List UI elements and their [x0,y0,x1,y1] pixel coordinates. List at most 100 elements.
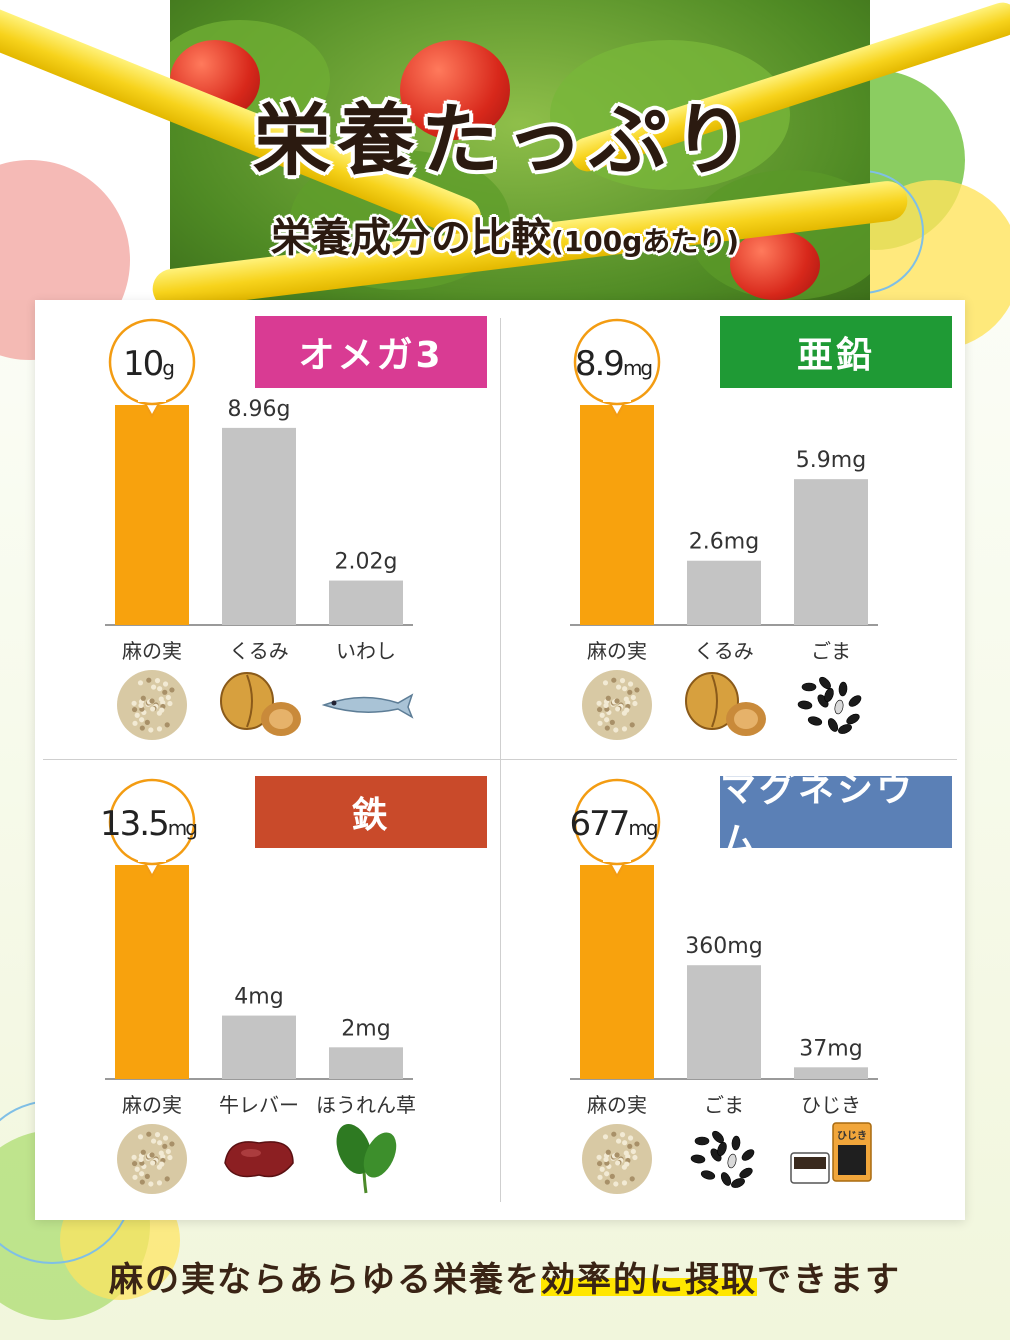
hemp-seed [615,1138,622,1144]
page-subtitle: 栄養成分の比較(100gあたり) [0,205,1010,263]
highlight-value-number: 10 [123,344,163,384]
sesame-seed [838,724,852,734]
highlight-value-unit: g [162,356,173,380]
highlight-value-unit: mg [623,356,651,380]
hemp-seed [621,710,627,716]
callout-pointer-mask [138,392,166,402]
hemp-seed [144,1173,150,1179]
hemp-seed [144,719,150,725]
hemp-seed [604,1171,610,1177]
hemp-seed [632,1154,638,1161]
walnut-seam [711,674,718,728]
chart-panel-iron: 13.5mg 麻の実 4mg 牛レバー 2mg ほうれん草 鉄 [35,760,500,1220]
hemp-seed [162,681,169,687]
hemp-seed [625,1154,631,1160]
hemp-seed [603,1156,609,1163]
hemp-seed [622,686,628,692]
hemp-seed [150,1160,156,1166]
highlight-bar [580,865,654,1079]
hemp-seed [134,1166,140,1172]
hemp-seed [131,706,138,713]
hemp-seed [140,695,146,701]
hemp-seed [605,695,611,701]
value-callout [108,778,196,866]
hemp-seed [140,1149,146,1155]
page-title: 栄養たっぷり [252,96,757,186]
hemp-seed [627,689,633,695]
sesame-seed [838,681,848,697]
sesame-seed [700,1170,716,1180]
value-callout [573,318,661,406]
highlight-value-label: 8.9mg [575,344,652,384]
spinach-leaf [336,1123,372,1175]
hemp-seed [131,1154,137,1160]
footer-text-end: できます [757,1260,901,1300]
hemp-seed [611,677,617,683]
highlight-bar [115,865,189,1079]
tomato [730,230,820,300]
hemp-seed [169,1141,175,1147]
hemp-seed [630,694,636,701]
sardine-icon [321,693,414,719]
hemp-seed [634,687,640,693]
bar-value-label: 37mg [799,1036,862,1061]
hemp-seed [596,700,602,706]
nutrient-badge-iron: 鉄 [255,776,487,848]
hemp-seed [605,1149,611,1155]
spinach-icon [336,1123,397,1194]
chart-panel-zinc: 8.9mg 麻の実 2.6mg くるみ 5.9mg ごま 亜鉛 [500,300,965,760]
category-label: 麻の実 [122,1093,182,1117]
highlight-value-label: 13.5mg [100,804,196,844]
hemp-seed [146,677,152,683]
callout-pointer-mask [138,852,166,862]
hemp-seed [613,1181,619,1187]
hemp-seed [615,706,621,712]
hemp-seed [139,1171,145,1177]
sesame-seed [717,1141,727,1157]
hemp-seed [599,1166,605,1172]
hemp-seed [169,687,175,693]
hemp-seed [597,720,603,726]
category-label: 麻の実 [587,1093,647,1117]
hemp-seeds-icon [117,670,187,740]
sesame-seed [807,716,823,726]
footer-message: 麻の実ならあらゆる栄養を効率的に摂取できます [0,1252,1010,1301]
category-label: くるみ [694,639,754,663]
hemp-seeds-icon [582,1124,652,1194]
hijiki-icon: ひじき [790,1122,872,1184]
hemp-seed [604,717,610,723]
hemp-seed [596,1160,603,1167]
sesame-seed [720,1172,732,1186]
hemp-seed [609,719,615,725]
bar-chart: 13.5mg 麻の実 4mg 牛レバー 2mg ほうれん草 [100,778,416,1194]
sesame-seed [824,687,834,703]
bar-value-label: 5.9mg [796,448,866,473]
highlight-value-number: 8.9 [575,344,623,384]
hemp-seed [156,726,163,732]
highlight-bar [580,405,654,625]
horizontal-divider [43,759,957,760]
hemp-seed [157,686,163,692]
nutrient-badge-magnesium: マグネシウム [720,769,952,862]
hemp-seed [138,702,144,709]
nutrient-badge-omega3: オメガ3 [255,316,487,388]
hemp-seed [634,1141,640,1147]
sesame-seed [827,718,839,732]
walnut-icon [685,672,766,736]
highlight-value-number: 677 [569,804,628,844]
nutrient-badge-zinc: 亜鉛 [720,316,952,388]
sesame-seed [848,695,862,707]
hemp-seed [627,681,634,687]
hemp-seed [160,1154,166,1160]
sardine-eye [331,700,337,706]
hemp-seed [602,680,609,686]
sesame-seed [846,713,860,725]
walnut-icon [220,672,301,736]
hemp-seed [604,725,610,731]
hemp-seed [149,1152,155,1158]
value-callout [573,778,661,866]
hemp-seed [164,722,170,728]
hemp-seeds-icon [117,1124,187,1194]
hemp-seed [619,1132,626,1138]
hemp-seed [609,1173,615,1179]
